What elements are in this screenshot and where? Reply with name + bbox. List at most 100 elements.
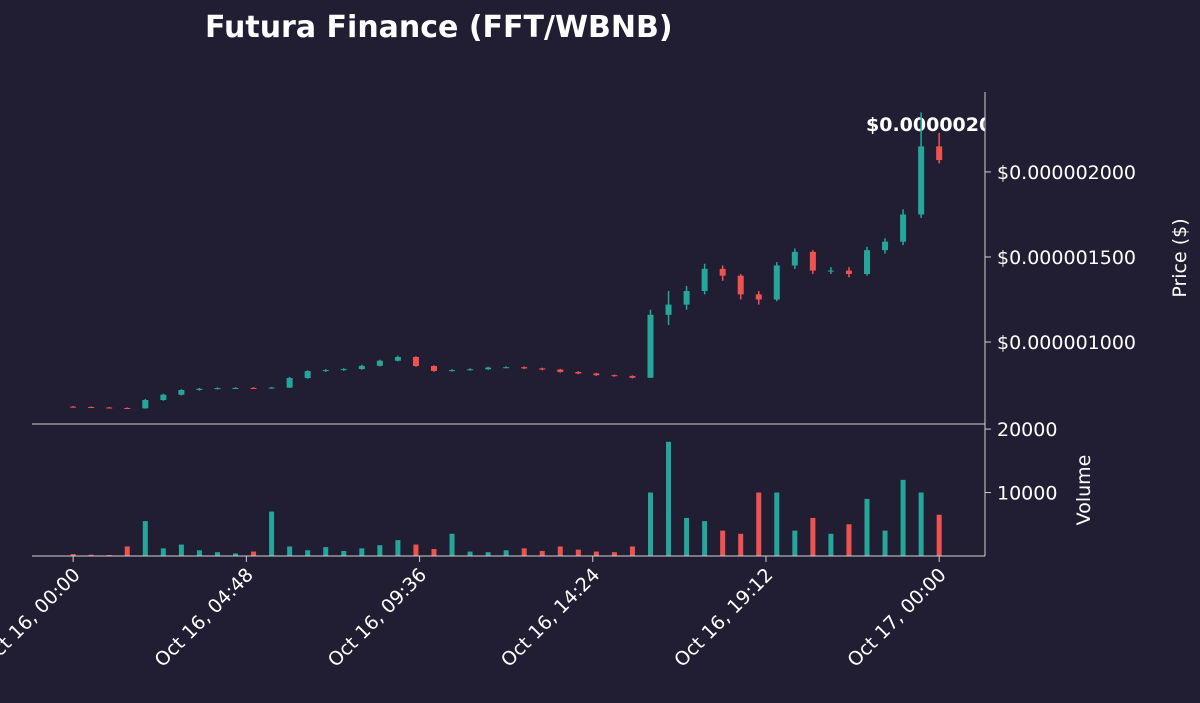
candle-body bbox=[755, 294, 762, 300]
candle-body bbox=[791, 251, 798, 266]
candle-body bbox=[900, 214, 907, 242]
candle-body bbox=[160, 394, 167, 401]
x-tick-label: Oct 16, 09:36 bbox=[324, 564, 431, 671]
candle-body bbox=[214, 388, 221, 390]
price-panel: $0.0000020 bbox=[70, 112, 992, 410]
volume-bar bbox=[792, 530, 798, 556]
volume-bar bbox=[828, 533, 834, 556]
candle-body bbox=[449, 370, 456, 372]
volume-bar bbox=[485, 552, 491, 556]
volume-bar bbox=[287, 546, 293, 556]
volume-bar bbox=[864, 498, 870, 556]
volume-bar bbox=[684, 517, 690, 556]
volume-tick-label: 10000 bbox=[997, 483, 1057, 505]
candle-body bbox=[412, 356, 419, 367]
x-tick-label: Oct 16, 00:00 bbox=[0, 564, 85, 671]
volume-bar bbox=[124, 546, 130, 556]
candle-body bbox=[503, 367, 510, 369]
candle-body bbox=[124, 408, 131, 410]
volume-bar bbox=[196, 550, 202, 556]
volume-bar bbox=[305, 550, 311, 556]
candle-body bbox=[106, 407, 113, 409]
volume-bar bbox=[269, 511, 275, 556]
volume-bar bbox=[142, 521, 148, 556]
candle-body bbox=[268, 387, 275, 389]
volume-bar bbox=[774, 492, 780, 556]
volume-bar bbox=[323, 547, 329, 556]
volume-bar bbox=[900, 479, 906, 556]
volume-bar bbox=[70, 554, 76, 556]
volume-bar bbox=[756, 492, 762, 556]
volume-bar bbox=[431, 549, 437, 556]
candle-body bbox=[178, 389, 185, 395]
y-tick-label: $0.000002000 bbox=[997, 162, 1136, 184]
y-axis-label: Price ($) bbox=[1169, 218, 1191, 297]
candle-body bbox=[918, 146, 925, 215]
x-tick-label: Oct 16, 14:24 bbox=[497, 564, 604, 671]
candle-body bbox=[611, 375, 618, 377]
candle-body bbox=[719, 268, 726, 276]
candle-body bbox=[142, 400, 149, 409]
candle-body bbox=[304, 371, 311, 379]
candle-body bbox=[845, 270, 852, 274]
volume-bar bbox=[214, 552, 220, 556]
candle-body bbox=[358, 365, 365, 370]
volume-bar bbox=[846, 524, 852, 556]
price-annotation: $0.0000020 bbox=[866, 114, 992, 136]
volume-bar bbox=[503, 550, 509, 556]
volume-bar bbox=[738, 533, 744, 556]
candle-body bbox=[196, 388, 203, 390]
volume-bar bbox=[160, 548, 166, 556]
volume-bar bbox=[521, 548, 527, 556]
volume-bar bbox=[251, 551, 257, 556]
volume-bar bbox=[88, 554, 94, 556]
candle-body bbox=[322, 370, 329, 372]
volume-bar bbox=[395, 540, 401, 556]
volume-bar bbox=[341, 550, 347, 556]
candle-body bbox=[485, 367, 492, 370]
volume-bar bbox=[449, 533, 455, 556]
candle-body bbox=[827, 270, 834, 272]
volume-bar bbox=[593, 551, 599, 556]
candle-body bbox=[647, 314, 654, 378]
candle-body bbox=[376, 360, 383, 366]
candle-body bbox=[467, 369, 474, 371]
volume-bar bbox=[557, 546, 563, 556]
volume-tick-label: 20000 bbox=[997, 419, 1057, 441]
candle-body bbox=[737, 275, 744, 295]
volume-bar bbox=[377, 545, 383, 556]
volume-bar bbox=[647, 492, 653, 556]
x-tick-label: Oct 16, 04:48 bbox=[150, 564, 257, 671]
candle-body bbox=[701, 268, 708, 291]
candle-body bbox=[88, 406, 95, 408]
candle-body bbox=[232, 387, 239, 389]
candle-body bbox=[539, 368, 546, 370]
candle-body bbox=[340, 369, 347, 371]
candle-body bbox=[70, 406, 77, 408]
volume-axis-label: Volume bbox=[1073, 455, 1095, 526]
candle-body bbox=[882, 241, 889, 251]
volume-bar bbox=[575, 549, 581, 556]
candle-body bbox=[593, 373, 600, 376]
volume-bar bbox=[629, 546, 635, 556]
volume-bar bbox=[882, 530, 888, 556]
candle-body bbox=[575, 371, 582, 374]
chart-title: Futura Finance (FFT/WBNB) bbox=[205, 10, 673, 45]
volume-bar bbox=[178, 544, 184, 556]
volume-bar bbox=[918, 492, 924, 556]
x-tick-label: Oct 17, 00:00 bbox=[843, 564, 950, 671]
volume-bar bbox=[233, 553, 239, 556]
candle-body bbox=[394, 356, 401, 361]
volume-bar bbox=[467, 551, 473, 556]
candle-body bbox=[809, 251, 816, 271]
x-tick-label: Oct 16, 19:12 bbox=[670, 564, 777, 671]
candle-body bbox=[683, 290, 690, 305]
volume-bar bbox=[413, 544, 419, 556]
volume-bar bbox=[936, 514, 942, 556]
candle-body bbox=[521, 367, 528, 369]
candle-body bbox=[250, 387, 257, 389]
volume-panel bbox=[70, 441, 942, 556]
volume-bar bbox=[720, 530, 726, 556]
